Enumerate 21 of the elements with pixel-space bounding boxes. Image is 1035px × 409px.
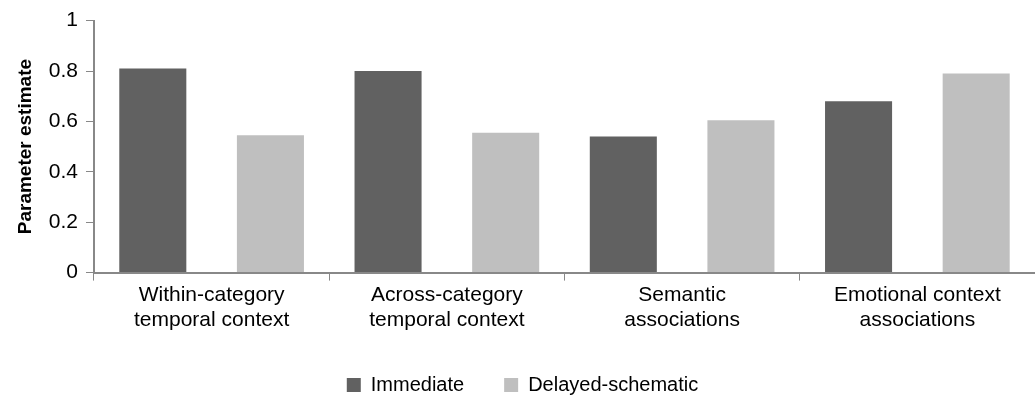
bar: [942, 73, 1010, 273]
bar: [472, 132, 540, 273]
x-tick-label: Across-category temporal context: [369, 282, 525, 331]
y-tick-label: 0.4: [48, 158, 79, 182]
y-axis-title: Parameter estimate: [13, 58, 35, 235]
bar: [589, 136, 657, 273]
bar: [825, 101, 893, 273]
x-tick-label: Emotional context associations: [833, 282, 1001, 331]
bar: [707, 120, 775, 273]
y-tick-label: 0.6: [48, 108, 78, 132]
x-tick-label: Semantic associations: [624, 282, 740, 331]
legend-label: Immediate: [370, 372, 465, 395]
bar: [119, 68, 187, 273]
y-tick-label: 0.8: [48, 57, 78, 81]
y-tick-label: 0: [66, 259, 78, 283]
x-tick-label: Within-category temporal context: [133, 282, 290, 331]
y-tick-label: 0.2: [48, 209, 78, 232]
legend-label: Delayed-schematic: [528, 372, 699, 395]
bar: [236, 135, 304, 273]
bar: [354, 71, 422, 273]
y-tick-label: 1: [66, 7, 78, 31]
